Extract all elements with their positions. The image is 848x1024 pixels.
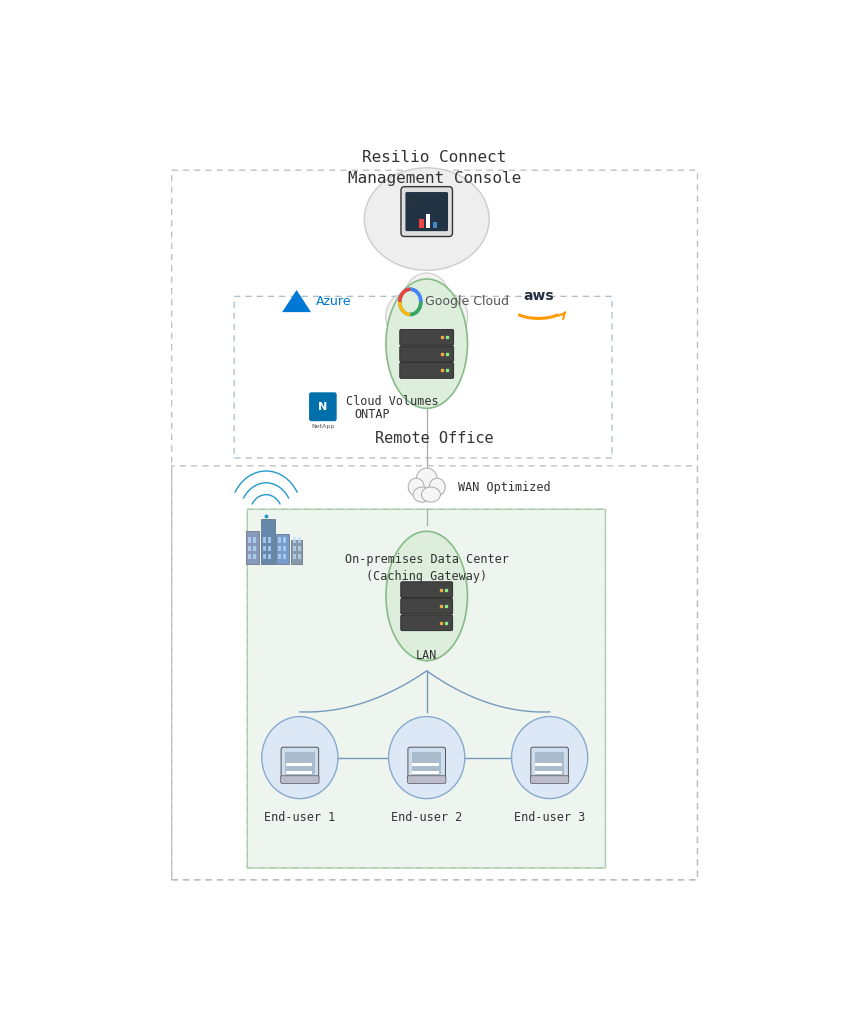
Bar <box>278 538 281 543</box>
Bar <box>253 538 255 543</box>
FancyBboxPatch shape <box>401 598 453 614</box>
Bar <box>276 534 288 564</box>
Ellipse shape <box>408 478 424 496</box>
FancyBboxPatch shape <box>412 752 442 775</box>
Bar <box>263 554 266 559</box>
Bar <box>248 538 251 543</box>
Bar <box>253 546 255 551</box>
Bar <box>261 519 275 564</box>
FancyBboxPatch shape <box>408 748 445 779</box>
FancyBboxPatch shape <box>309 392 337 421</box>
FancyBboxPatch shape <box>531 748 568 779</box>
Bar <box>278 554 281 559</box>
Ellipse shape <box>388 717 465 799</box>
Bar <box>248 554 251 559</box>
Bar <box>298 538 300 543</box>
FancyBboxPatch shape <box>535 770 561 773</box>
Ellipse shape <box>430 294 468 339</box>
Text: Resilio Connect
Management Console: Resilio Connect Management Console <box>348 151 522 186</box>
FancyBboxPatch shape <box>412 764 438 767</box>
Text: Cloud Volumes: Cloud Volumes <box>346 394 438 408</box>
FancyBboxPatch shape <box>401 582 453 598</box>
Bar <box>293 546 296 551</box>
Text: N: N <box>318 401 327 412</box>
FancyBboxPatch shape <box>248 509 605 868</box>
Ellipse shape <box>262 717 338 799</box>
Ellipse shape <box>386 294 423 339</box>
Bar <box>248 546 251 551</box>
Text: Remote Office: Remote Office <box>376 431 494 446</box>
Bar <box>282 538 286 543</box>
Bar <box>278 546 281 551</box>
Bar <box>268 546 271 551</box>
Text: ☑: ☑ <box>409 199 417 209</box>
Ellipse shape <box>403 273 450 330</box>
Ellipse shape <box>416 468 438 490</box>
FancyBboxPatch shape <box>281 776 319 783</box>
Bar <box>298 546 300 551</box>
Text: End-user 1: End-user 1 <box>265 811 336 824</box>
FancyBboxPatch shape <box>535 752 564 775</box>
FancyBboxPatch shape <box>535 764 561 767</box>
Text: On-premises Data Center
(Caching Gateway): On-premises Data Center (Caching Gateway… <box>345 553 509 583</box>
Bar <box>293 554 296 559</box>
Bar <box>263 546 266 551</box>
FancyBboxPatch shape <box>405 193 448 231</box>
Ellipse shape <box>386 279 467 409</box>
Text: ONTAP: ONTAP <box>354 409 390 421</box>
Ellipse shape <box>511 717 588 799</box>
Bar <box>282 546 286 551</box>
Ellipse shape <box>401 323 452 356</box>
FancyBboxPatch shape <box>530 776 569 783</box>
FancyBboxPatch shape <box>401 186 453 237</box>
Text: Google Cloud: Google Cloud <box>425 295 509 308</box>
Text: NetApp: NetApp <box>311 424 335 429</box>
Bar <box>268 538 271 543</box>
Ellipse shape <box>421 314 461 356</box>
FancyBboxPatch shape <box>426 214 431 228</box>
Ellipse shape <box>392 314 433 356</box>
Bar <box>268 554 271 559</box>
Bar <box>293 538 296 543</box>
Bar <box>253 554 255 559</box>
Bar <box>298 554 300 559</box>
FancyBboxPatch shape <box>399 330 454 345</box>
FancyBboxPatch shape <box>412 770 438 773</box>
Ellipse shape <box>429 478 445 496</box>
Bar <box>246 530 259 564</box>
FancyBboxPatch shape <box>432 222 438 228</box>
Text: LAN: LAN <box>416 648 438 662</box>
Bar <box>282 554 286 559</box>
Ellipse shape <box>386 531 467 660</box>
Bar <box>263 538 266 543</box>
Ellipse shape <box>413 487 432 502</box>
Text: WAN Optimized: WAN Optimized <box>458 481 551 495</box>
Text: End-user 2: End-user 2 <box>391 811 462 824</box>
Text: End-user 3: End-user 3 <box>514 811 585 824</box>
FancyBboxPatch shape <box>399 346 454 361</box>
Ellipse shape <box>365 168 489 270</box>
FancyBboxPatch shape <box>281 748 319 779</box>
Polygon shape <box>282 290 311 312</box>
FancyBboxPatch shape <box>401 614 453 631</box>
Bar <box>291 540 302 564</box>
Ellipse shape <box>421 487 440 502</box>
FancyBboxPatch shape <box>419 219 424 228</box>
FancyBboxPatch shape <box>399 362 454 378</box>
Text: aws: aws <box>523 290 554 303</box>
FancyBboxPatch shape <box>286 764 312 767</box>
FancyBboxPatch shape <box>285 752 315 775</box>
Text: Azure: Azure <box>316 295 352 308</box>
FancyBboxPatch shape <box>286 770 312 773</box>
FancyBboxPatch shape <box>408 776 446 783</box>
